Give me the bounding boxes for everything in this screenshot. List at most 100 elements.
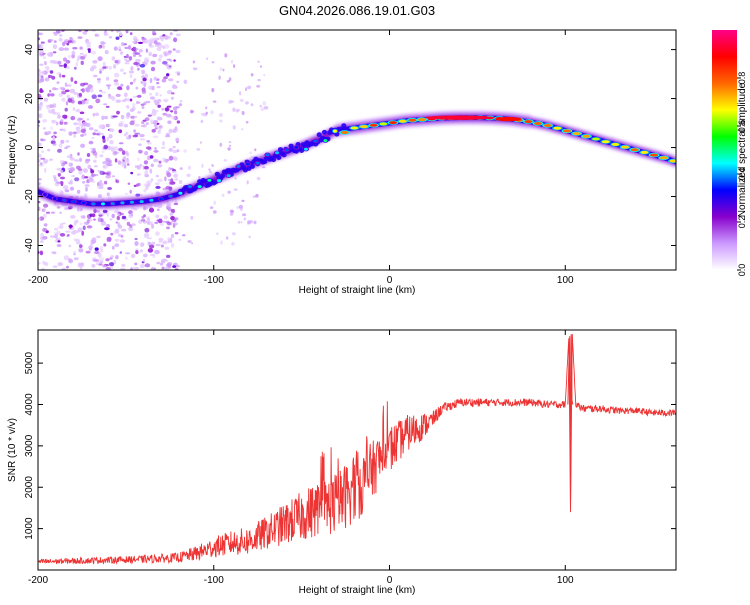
noise-dot — [232, 107, 236, 112]
noise-dot — [67, 54, 72, 59]
noise-dot — [124, 62, 130, 65]
noise-dot — [59, 86, 65, 90]
noise-dot — [134, 165, 139, 169]
noise-dot — [90, 173, 96, 177]
ridge-bead — [659, 156, 668, 160]
noise-dot — [38, 107, 42, 111]
spectrogram-frame — [37, 29, 677, 271]
noise-dot — [72, 107, 76, 111]
noise-dot — [211, 88, 215, 93]
noise-dot — [44, 61, 47, 66]
noise-dot — [38, 262, 41, 265]
noise-dot — [168, 148, 173, 152]
noise-dot — [125, 256, 128, 260]
snr-background — [38, 330, 676, 570]
noise-dot — [144, 183, 147, 187]
ridge-bead — [408, 118, 417, 122]
spectrogram-ridge-core-layer — [38, 115, 676, 207]
noise-dot — [228, 144, 232, 147]
noise-dot — [166, 263, 171, 268]
noise-dot — [64, 82, 68, 87]
noise-dot — [248, 235, 251, 239]
noise-dot — [235, 109, 239, 113]
noise-dot — [116, 213, 120, 216]
ridge-bead — [43, 193, 47, 197]
ridge-core — [299, 148, 305, 154]
noise-dot — [39, 88, 43, 93]
noise-dot — [149, 96, 156, 100]
noise-dot — [153, 99, 157, 103]
noise-dot — [149, 168, 153, 174]
noise-dot — [173, 202, 179, 206]
noise-dot — [152, 135, 159, 139]
noise-dot — [56, 72, 61, 75]
noise-dot — [84, 176, 89, 179]
noise-dot — [59, 128, 64, 131]
noise-dot — [94, 112, 100, 117]
noise-dot — [130, 212, 133, 217]
y-tick-label: -20 — [24, 189, 35, 204]
noise-dot — [162, 220, 167, 223]
noise-dot — [199, 141, 202, 144]
ridge-bead — [72, 200, 76, 204]
ridge-bead — [601, 140, 610, 144]
noise-dot — [147, 141, 152, 145]
noise-dot — [174, 126, 178, 130]
noise-dot — [69, 167, 75, 172]
noise-dot — [62, 185, 69, 190]
noise-dot — [62, 114, 68, 119]
noise-dot — [75, 109, 81, 113]
noise-dot — [74, 159, 80, 162]
noise-dot — [93, 165, 98, 168]
noise-dot — [117, 86, 122, 90]
noise-dot — [156, 81, 160, 85]
noise-dot — [106, 212, 110, 217]
ridge-bead — [398, 119, 407, 123]
noise-dot — [85, 41, 92, 46]
noise-dot — [38, 142, 42, 147]
noise-dot — [167, 50, 172, 54]
noise-dot — [64, 189, 70, 193]
noise-dot — [130, 115, 135, 119]
noise-dot — [44, 77, 50, 82]
noise-dot — [155, 185, 161, 189]
noise-dot — [65, 140, 70, 143]
noise-dot — [42, 260, 46, 265]
noise-dot — [44, 167, 47, 173]
ridge-core — [214, 171, 220, 177]
noise-dot — [176, 105, 181, 108]
noise-dot — [59, 190, 64, 194]
noise-dot — [54, 181, 60, 187]
noise-dot — [151, 266, 155, 270]
noise-dot — [92, 148, 96, 153]
noise-dot — [164, 53, 168, 57]
noise-dot — [98, 181, 102, 184]
noise-dot — [161, 266, 166, 270]
noise-dot — [257, 60, 260, 63]
noise-dot — [120, 42, 125, 47]
noise-dot — [40, 236, 46, 240]
noise-dot — [65, 66, 70, 70]
noise-dot — [122, 263, 126, 267]
noise-dot — [82, 168, 88, 174]
noise-dot — [77, 30, 82, 33]
noise-dot — [191, 242, 194, 245]
noise-dot — [255, 193, 259, 198]
noise-dot — [239, 204, 243, 209]
noise-dot — [179, 167, 183, 170]
noise-dot — [64, 107, 68, 112]
noise-dot — [79, 244, 83, 249]
noise-dot — [115, 30, 121, 33]
noise-dot — [128, 44, 132, 50]
ridge-bead — [120, 201, 125, 205]
noise-dot — [73, 122, 79, 126]
noise-dot — [61, 267, 67, 270]
noise-dot — [104, 50, 109, 55]
noise-dot — [99, 260, 104, 264]
noise-dot — [219, 119, 223, 123]
noise-dot — [141, 218, 146, 222]
noise-dot — [63, 128, 66, 132]
noise-dot — [144, 263, 151, 268]
noise-dot — [65, 145, 71, 148]
noise-dot — [38, 32, 41, 36]
